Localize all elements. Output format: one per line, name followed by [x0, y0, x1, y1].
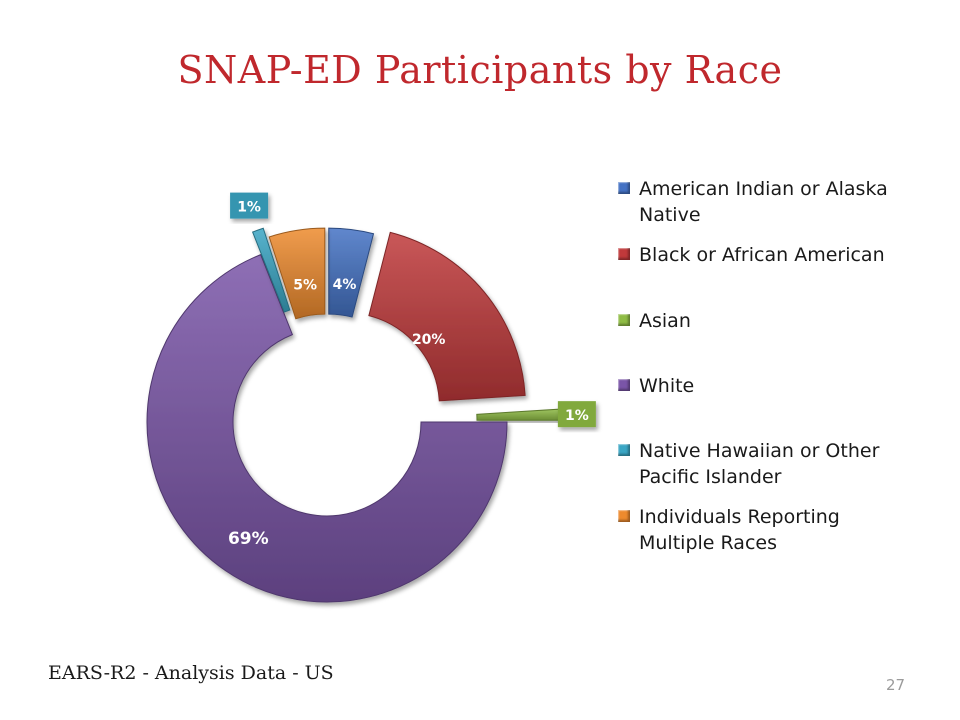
data-label-black-or-african-american: 20% [412, 332, 446, 348]
legend-item-white: White [618, 373, 907, 399]
legend-swatch [618, 314, 630, 326]
legend-swatch [618, 182, 630, 194]
slice-white [146, 253, 508, 603]
legend-item-native-hawaiian-or-other-pacific-islander: Native Hawaiian or Other Pacific Islande… [618, 438, 907, 490]
legend-item-asian: Asian [618, 308, 907, 334]
footer-source: EARS-R2 - Analysis Data - US [48, 662, 334, 684]
legend-swatch [618, 379, 630, 391]
data-label-asian: 1% [565, 408, 589, 424]
legend-swatch [618, 510, 630, 522]
legend-label: Native Hawaiian or Other Pacific Islande… [639, 440, 880, 488]
slice-american-indian-or-alaska-native [328, 227, 375, 318]
legend-item-american-indian-or-alaska-native: American Indian or Alaska Native [618, 176, 907, 228]
legend-swatch [618, 248, 630, 260]
legend-swatch [618, 444, 630, 456]
legend-item-individuals-reporting-multiple-races: Individuals Reporting Multiple Races [618, 504, 907, 556]
page-number: 27 [886, 676, 906, 694]
legend-label: Individuals Reporting Multiple Races [639, 506, 840, 554]
data-label-american-indian-or-alaska-native: 4% [333, 277, 357, 293]
chart-title: SNAP-ED Participants by Race [177, 48, 783, 92]
data-label-box-native-hawaiian-or-other-pacific-islander [230, 192, 269, 219]
slice-black-or-african-american [368, 231, 526, 402]
slice-native-hawaiian-or-other-pacific-islander [251, 227, 291, 313]
data-label-white: 69% [228, 529, 269, 549]
data-label-box-asian [557, 401, 596, 428]
data-label-individuals-reporting-multiple-races: 5% [293, 278, 317, 294]
slice-individuals-reporting-multiple-races [268, 227, 326, 320]
data-label-native-hawaiian-or-other-pacific-islander: 1% [237, 200, 261, 216]
legend-label: Asian [639, 310, 691, 332]
slice-asian [476, 408, 564, 421]
legend-item-black-or-african-american: Black or African American [618, 242, 907, 268]
legend-label: American Indian or Alaska Native [639, 178, 888, 226]
legend-label: White [639, 375, 695, 397]
legend-label: Black or African American [639, 244, 885, 266]
